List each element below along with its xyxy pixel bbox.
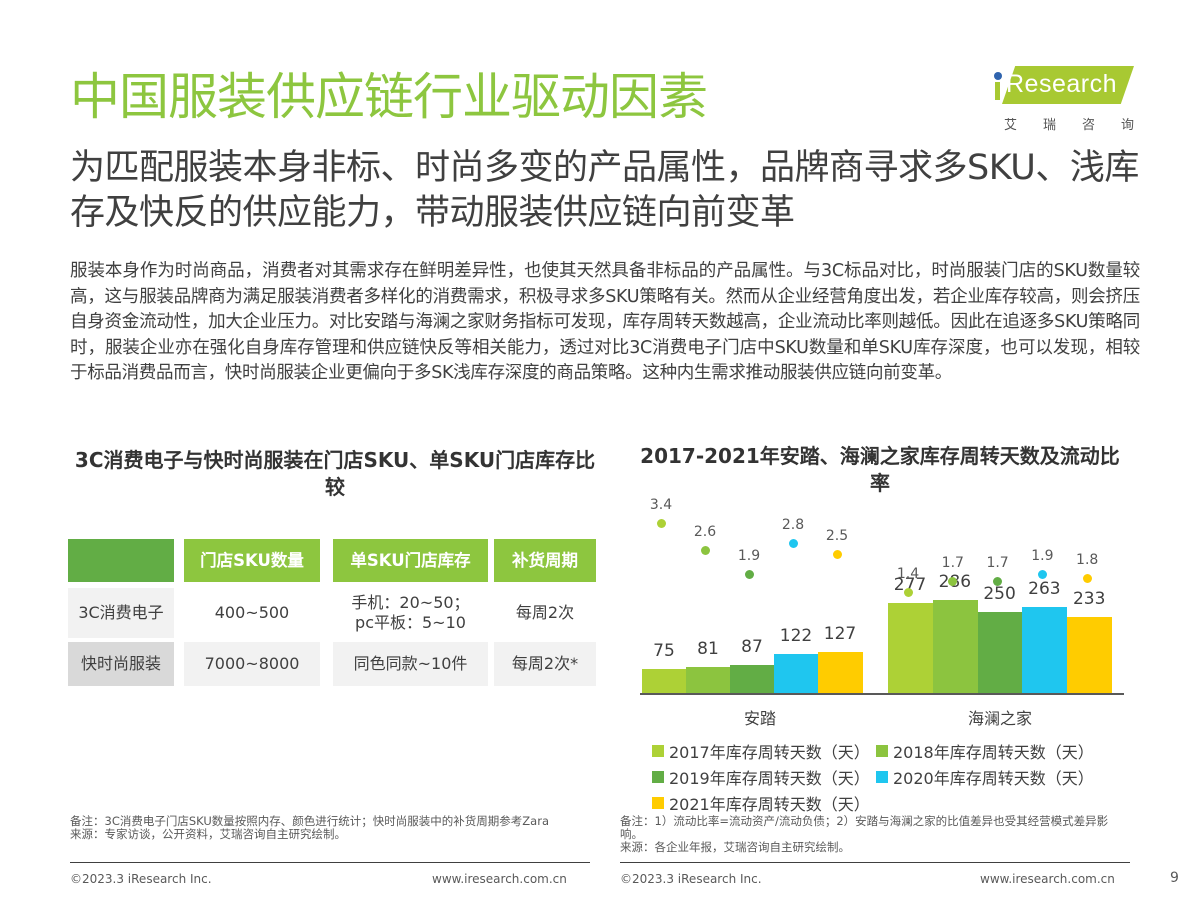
logo-text: Research	[1006, 70, 1117, 98]
legend-label: 2018年库存周转天数（天）	[893, 743, 1094, 762]
bar-value-label: 75	[653, 641, 675, 662]
ratio-value-label: 1.7	[941, 555, 964, 572]
bar-value-label: 87	[741, 637, 763, 658]
logo-i-stem	[995, 82, 1000, 100]
ratio-dot	[903, 587, 913, 597]
category-label: 海澜之家	[967, 709, 1032, 728]
legend-label: 2019年库存周转天数（天）	[669, 769, 870, 788]
bar	[642, 669, 687, 694]
footer-divider	[620, 862, 1130, 863]
table-row-label: 快时尚服装	[68, 642, 174, 686]
table-row-label: 3C消费电子	[68, 588, 174, 638]
bar	[818, 652, 863, 694]
legend-swatch-icon	[652, 745, 664, 757]
ratio-value-label: 1.9	[737, 548, 761, 565]
logo-cn-text: 艾 瑞 咨 询	[1004, 114, 1134, 133]
bar-value-label: 81	[697, 639, 719, 660]
ratio-dot	[700, 546, 710, 556]
legend-label: 2020年库存周转天数（天）	[893, 769, 1094, 788]
bar	[1067, 617, 1113, 694]
footer-url: www.iresearch.com.cn	[980, 872, 1115, 886]
ratio-value-label: 2.6	[693, 524, 717, 541]
footer-url: www.iresearch.com.cn	[432, 872, 567, 886]
left-notes: 备注：3C消费电子门店SKU数量按照内存、颜色进行统计；快时尚服装中的补货周期参…	[70, 815, 590, 841]
left-note-text: 备注：3C消费电子门店SKU数量按照内存、颜色进行统计；快时尚服装中的补货周期参…	[70, 814, 549, 828]
legend-item: 2021年库存周转天数（天）	[652, 791, 870, 815]
right-notes: 备注：1）流动比率=流动资产/流动负债；2）安踏与海澜之家的比值差异也受其经营模…	[620, 815, 1130, 854]
chart-title: 2017-2021年安踏、海澜之家库存周转天数及流动比率	[640, 444, 1120, 495]
ratio-dot	[1037, 570, 1047, 580]
page-title: 中国服装供应链行业驱动因素	[70, 68, 708, 126]
table-cell: 7000~8000	[184, 642, 320, 686]
legend-swatch-icon	[652, 797, 664, 809]
legend-label: 2017年库存周转天数（天）	[669, 743, 870, 762]
ratio-value-label: 2.5	[825, 527, 849, 544]
bar-value-label: 127	[823, 624, 857, 645]
bar-value-label: 250	[983, 583, 1016, 604]
ratio-dot	[788, 539, 798, 549]
logo-cn-char: 艾	[1004, 118, 1018, 133]
table-header-cell: 门店SKU数量	[184, 539, 320, 582]
table-title: 3C消费电子与快时尚服装在门店SKU、单SKU门店库存比较	[74, 448, 596, 499]
legend-label: 2021年库存周转天数（天）	[669, 795, 870, 814]
bar	[730, 665, 775, 694]
footer-copyright: ©2023.3 iResearch Inc.	[620, 872, 762, 886]
ratio-value-label: 1.7	[986, 555, 1009, 572]
bar	[977, 611, 1023, 694]
ratio-dot	[744, 570, 754, 580]
legend-item: 2017年库存周转天数（天）	[652, 739, 870, 763]
bar-value-label: 122	[779, 625, 813, 646]
page-subtitle: 为匹配服装本身非标、时尚多变的产品属性，品牌商寻求多SKU、浅库存及快反的供应能…	[70, 148, 1139, 233]
table-cell: 每周2次	[494, 588, 596, 638]
logo-dot-icon	[994, 72, 1002, 80]
bar-value-label: 277	[893, 574, 927, 595]
bar-value-label: 233	[1072, 589, 1106, 610]
ratio-dot	[832, 549, 842, 559]
table-header-cell	[68, 539, 174, 582]
footer-copyright: ©2023.3 iResearch Inc.	[70, 872, 212, 886]
logo-cn-char: 询	[1120, 118, 1134, 133]
legend-item: 2020年库存周转天数（天）	[876, 765, 1094, 789]
iresearch-logo: Research 艾 瑞 咨 询	[992, 64, 1142, 134]
ratio-dot	[948, 577, 958, 587]
legend-item: 2019年库存周转天数（天）	[652, 765, 870, 789]
table-cell: 手机：20~50； pc平板：5~10	[333, 588, 488, 638]
ratio-value-label: 3.4	[649, 496, 673, 513]
bar-value-label: 286	[938, 571, 972, 592]
ratio-value-label: 1.9	[1031, 548, 1054, 565]
legend-swatch-icon	[652, 771, 664, 783]
legend-swatch-icon	[876, 745, 888, 757]
ratio-value-label: 1.8	[1076, 551, 1099, 568]
category-label: 安踏	[743, 709, 776, 728]
bar	[1022, 607, 1068, 694]
footer-divider	[70, 862, 590, 863]
bar	[888, 602, 933, 694]
ratio-value-label: 1.4	[896, 565, 920, 582]
table-header-cell: 补货周期	[494, 539, 596, 582]
ratio-value-label: 2.8	[781, 517, 805, 534]
ratio-dot	[656, 518, 666, 528]
logo-cn-char: 瑞	[1042, 118, 1056, 133]
right-note-text: 备注：1）流动比率=流动资产/流动负债；2）安踏与海澜之家的比值差异也受其经营模…	[620, 814, 1109, 841]
table-cell: 每周2次*	[494, 642, 596, 686]
ratio-dot	[1082, 573, 1092, 583]
logo-badge	[1002, 66, 1134, 104]
bar-value-label: 263	[1028, 579, 1061, 600]
ratio-dot	[993, 577, 1003, 587]
bar	[686, 667, 731, 694]
bar	[774, 653, 819, 694]
logo-cn-char: 咨	[1081, 118, 1095, 133]
table-cell: 400~500	[184, 588, 320, 638]
table-header-cell: 单SKU门店库存	[333, 539, 488, 582]
page-number: 9	[1170, 870, 1179, 886]
legend-swatch-icon	[876, 771, 888, 783]
body-paragraph: 服装本身作为时尚商品，消费者对其需求存在鲜明差异性，也使其天然具备非标品的产品属…	[70, 261, 1140, 383]
x-axis-line	[640, 693, 1124, 695]
right-source-text: 来源：各企业年报，艾瑞咨询自主研究绘制。	[620, 840, 850, 854]
legend-item: 2018年库存周转天数（天）	[876, 739, 1094, 763]
bar	[932, 599, 978, 694]
table-cell: 同色同款~10件	[333, 642, 488, 686]
left-source-text: 来源：专家访谈，公开资料，艾瑞咨询自主研究绘制。	[70, 827, 346, 841]
